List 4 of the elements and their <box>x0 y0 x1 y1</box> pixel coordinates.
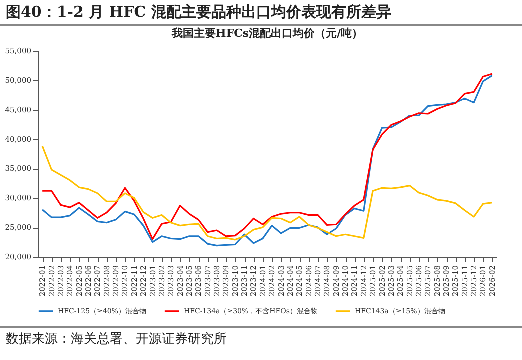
chart-subtitle: 我国主要HFCs混配出口均价（元/吨） <box>170 27 364 40</box>
line-series <box>42 146 494 241</box>
source-note: 数据来源：海关总署、开源证券研究所 <box>0 326 522 350</box>
chart-title: 图40：1-2 月 HFC 混配主要品种出口均价表现有所差异 <box>0 0 522 26</box>
